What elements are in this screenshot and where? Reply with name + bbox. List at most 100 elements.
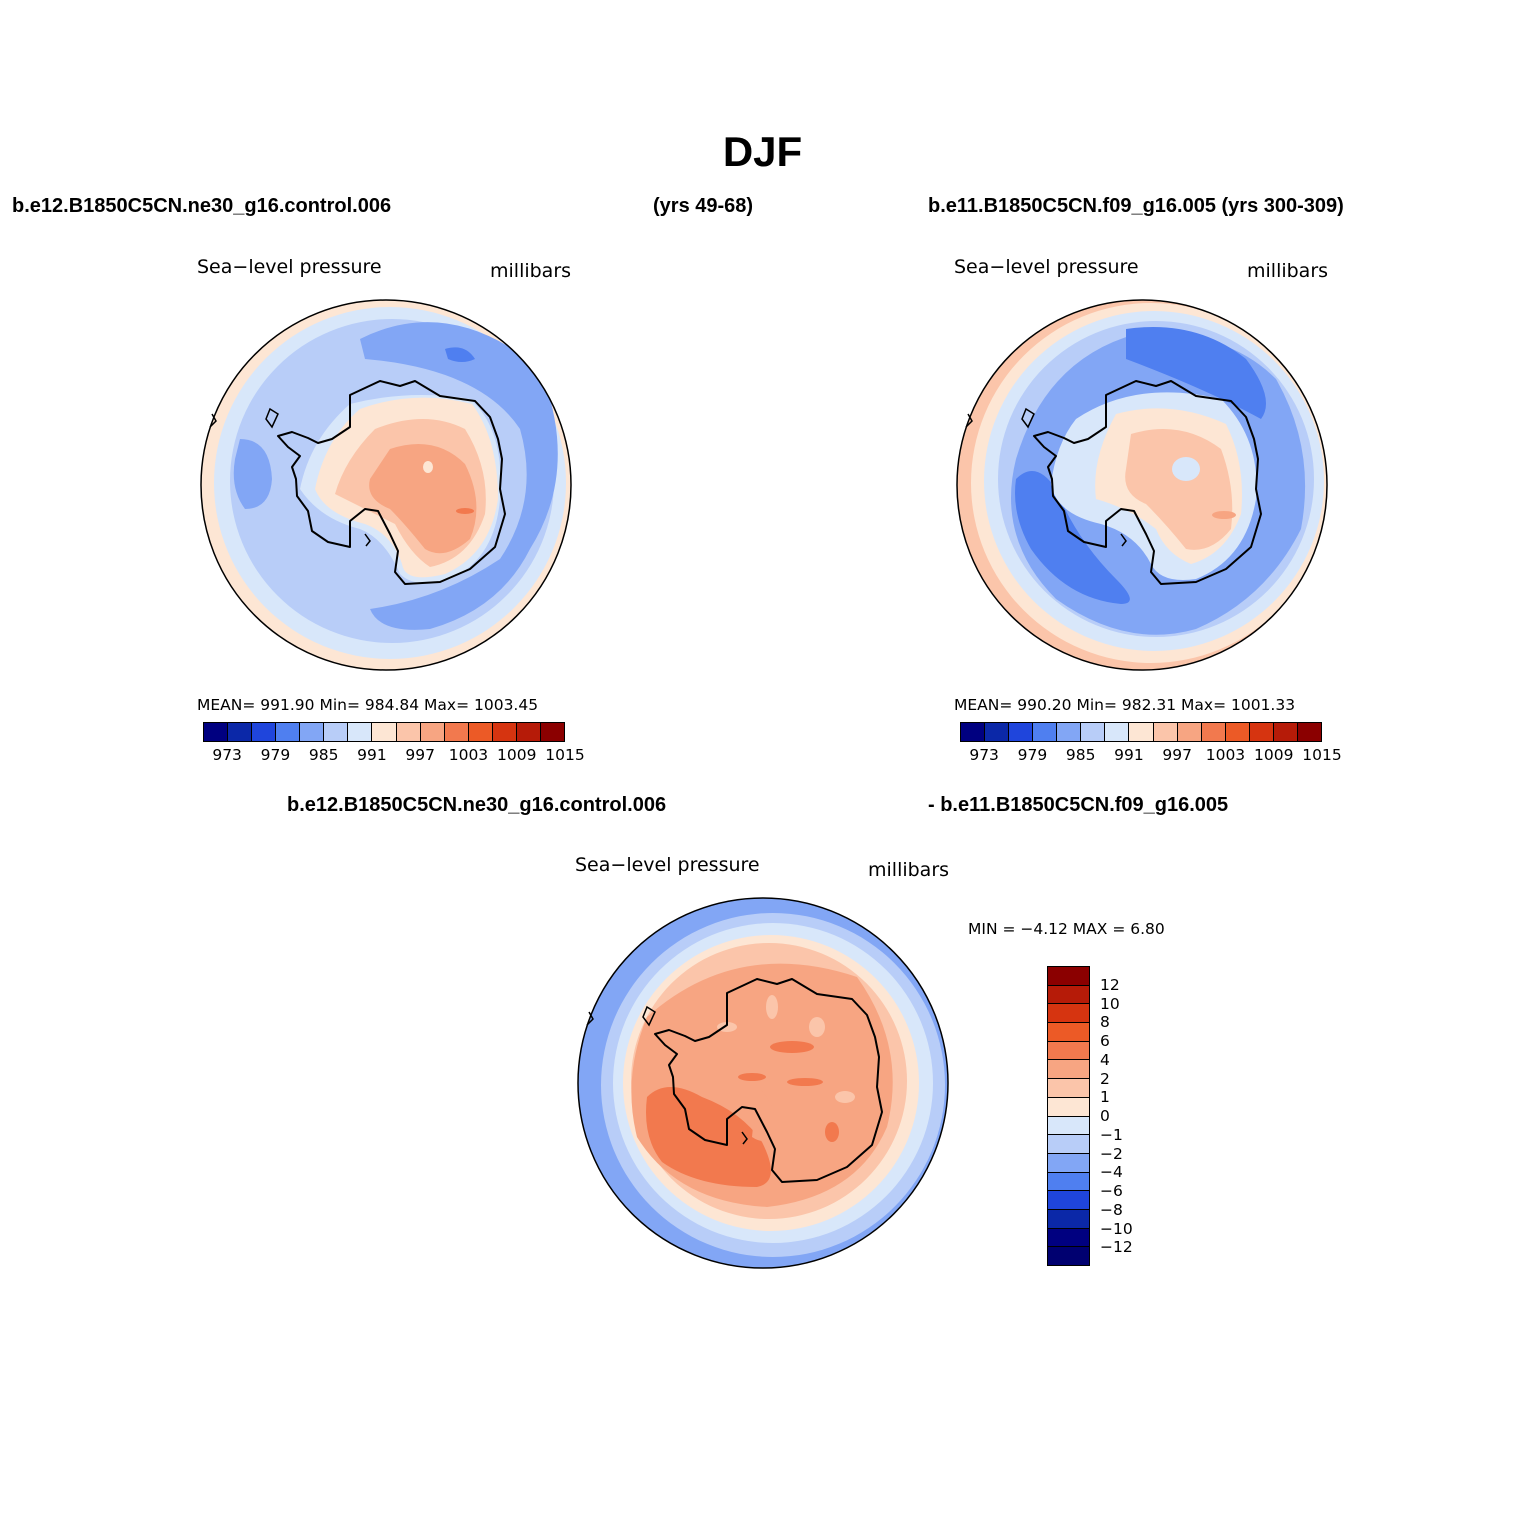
- panel2-colorbar-box: [1081, 723, 1106, 741]
- panel1-colorbar-box: [372, 723, 397, 741]
- panel2-colorbar-box: [1033, 723, 1058, 741]
- diff-colorbar: [1047, 966, 1090, 1266]
- panel1-colorbar-box: [276, 723, 301, 741]
- panel1-colorbar-tick-label: 985: [308, 746, 339, 764]
- left-case-name: b.e12.B1850C5CN.ne30_g16.control.006: [12, 195, 392, 217]
- panel1-variable: Sea−level pressure: [197, 256, 382, 278]
- diff-colorbar-box: [1048, 1135, 1089, 1154]
- diff-colorbar-tick-label: −6: [1100, 1182, 1123, 1200]
- diff-variable: Sea−level pressure: [575, 854, 760, 876]
- panel1-colorbar-box: [252, 723, 277, 741]
- diff-left-case-name: b.e12.B1850C5CN.ne30_g16.control.006: [287, 794, 667, 816]
- panel2-stats: MEAN= 990.20 Min= 982.31 Max= 1001.33: [954, 696, 1296, 714]
- diff-colorbar-box: [1048, 985, 1089, 1005]
- panel1-colorbar-box: [228, 723, 253, 741]
- panel2-colorbar-box: [1249, 723, 1274, 741]
- panel2-colorbar-tick-label: 1003: [1205, 746, 1246, 764]
- panel2-variable: Sea−level pressure: [954, 256, 1139, 278]
- panel1-colorbar-tick-label: 1015: [545, 746, 585, 764]
- diff-colorbar-tick-label: −8: [1100, 1200, 1123, 1219]
- panel1-colorbar-box: [300, 723, 325, 741]
- panel2-colorbar-tick-label: 973: [969, 746, 999, 764]
- diff-polar-map: [577, 897, 949, 1269]
- diff-colorbar-box: [1048, 1060, 1089, 1080]
- diff-colorbar-tick-label: 1: [1100, 1088, 1110, 1107]
- diff-colorbar-box: [1048, 1228, 1089, 1248]
- diff-colorbar-box: [1048, 1023, 1089, 1042]
- right-case-name: b.e11.B1850C5CN.f09_g16.005 (yrs 300-309…: [928, 195, 1344, 217]
- panel2-colorbar-tick-label: 985: [1065, 746, 1096, 764]
- panel2-colorbar-ticks: 973 979 985 991 997 1003 1009 1015: [960, 746, 1341, 766]
- diff-colorbar-tick-label: 12: [1100, 975, 1120, 994]
- panel1-colorbar-ticks: 973 979 985 991 997 1003 1009 1015: [203, 746, 584, 766]
- panel2-colorbar-box: [1177, 723, 1202, 741]
- panel1-colorbar: [203, 722, 565, 742]
- panel2-colorbar-box: [1057, 723, 1082, 741]
- diff-colorbar-tick-label: 4: [1100, 1050, 1110, 1069]
- panel2-colorbar-box: [1201, 723, 1226, 741]
- panel2-colorbar-box: [985, 723, 1010, 741]
- panel2-colorbar-tick-label: 997: [1162, 746, 1192, 764]
- diff-colorbar-box: [1048, 967, 1089, 986]
- panel1-colorbar-tick-label: 973: [212, 746, 242, 764]
- diff-colorbar-box: [1048, 1247, 1089, 1265]
- diff-colorbar-box: [1048, 1041, 1089, 1061]
- diff-colorbar-tick-label: −4: [1100, 1163, 1123, 1182]
- panel2-colorbar-box: [1153, 723, 1178, 741]
- diff-colorbar-tick-label: 6: [1100, 1032, 1110, 1050]
- panel1-colorbar-box: [348, 723, 373, 741]
- panel2-colorbar-box: [1273, 723, 1298, 741]
- panel2-colorbar-box: [1105, 723, 1130, 741]
- diff-colorbar-box: [1048, 1004, 1089, 1024]
- panel1-colorbar-box: [420, 723, 445, 741]
- diff-colorbar-tick-label: −1: [1100, 1125, 1123, 1144]
- panel2-units: millibars: [1247, 260, 1329, 282]
- panel1-colorbar-tick-label: 991: [357, 746, 387, 764]
- diff-colorbar-box: [1048, 1097, 1089, 1117]
- panel2-polar-map: [956, 299, 1328, 671]
- panel1-colorbar-box: [444, 723, 469, 741]
- panel1-stats: MEAN= 991.90 Min= 984.84 Max= 1003.45: [197, 696, 539, 714]
- diff-colorbar-tick-label: −12: [1100, 1238, 1133, 1257]
- panel1-colorbar-tick-label: 997: [405, 746, 435, 764]
- figure-title: DJF: [722, 128, 803, 175]
- diff-colorbar-box: [1048, 1079, 1089, 1098]
- panel1-colorbar-box: [492, 723, 517, 741]
- diff-colorbar-tick-label: −10: [1100, 1219, 1133, 1238]
- panel2-colorbar-box: [1297, 723, 1321, 741]
- panel1-colorbar-box: [204, 723, 229, 741]
- diff-colorbar-ticks: 12 10 8 6 4 2 1 0 −1 −2 −4 −6 −8 −10 −12: [1100, 966, 1160, 1266]
- diff-colorbar-tick-label: 8: [1100, 1013, 1110, 1032]
- diff-colorbar-box: [1048, 1209, 1089, 1229]
- panel2-colorbar-tick-label: 1009: [1253, 746, 1294, 764]
- diff-colorbar-box: [1048, 1116, 1089, 1136]
- panel1-colorbar-box: [516, 723, 541, 741]
- panel1-colorbar-box: [468, 723, 493, 741]
- panel1-polar-map: [200, 299, 572, 671]
- panel2-colorbar-box: [961, 723, 986, 741]
- diff-colorbar-tick-label: 2: [1100, 1069, 1110, 1088]
- panel1-colorbar-tick-label: 979: [260, 746, 291, 764]
- panel2-colorbar-box: [1225, 723, 1250, 741]
- diff-colorbar-box: [1048, 1191, 1089, 1210]
- panel2-colorbar-tick-label: 1015: [1302, 746, 1342, 764]
- diff-colorbar-tick-label: −2: [1100, 1144, 1123, 1163]
- panel1-colorbar-box: [396, 723, 421, 741]
- diff-stats: MIN = −4.12 MAX = 6.80: [968, 920, 1165, 938]
- panel1-colorbar-tick-label: 1009: [496, 746, 537, 764]
- panel2-colorbar-tick-label: 979: [1017, 746, 1048, 764]
- diff-colorbar-tick-label: 0: [1100, 1107, 1110, 1125]
- panel2-colorbar-box: [1009, 723, 1034, 741]
- panel1-colorbar-box: [540, 723, 564, 741]
- panel2-colorbar: [960, 722, 1322, 742]
- panel1-colorbar-box: [324, 723, 349, 741]
- left-case-years: (yrs 49-68): [653, 195, 754, 217]
- diff-colorbar-box: [1048, 1153, 1089, 1173]
- diff-colorbar-tick-label: 10: [1100, 994, 1120, 1013]
- panel1-colorbar-tick-label: 1003: [448, 746, 489, 764]
- diff-colorbar-box: [1048, 1172, 1089, 1192]
- diff-units: millibars: [868, 859, 950, 881]
- panel2-colorbar-tick-label: 991: [1114, 746, 1144, 764]
- panel2-colorbar-box: [1129, 723, 1154, 741]
- panel1-units: millibars: [490, 260, 572, 282]
